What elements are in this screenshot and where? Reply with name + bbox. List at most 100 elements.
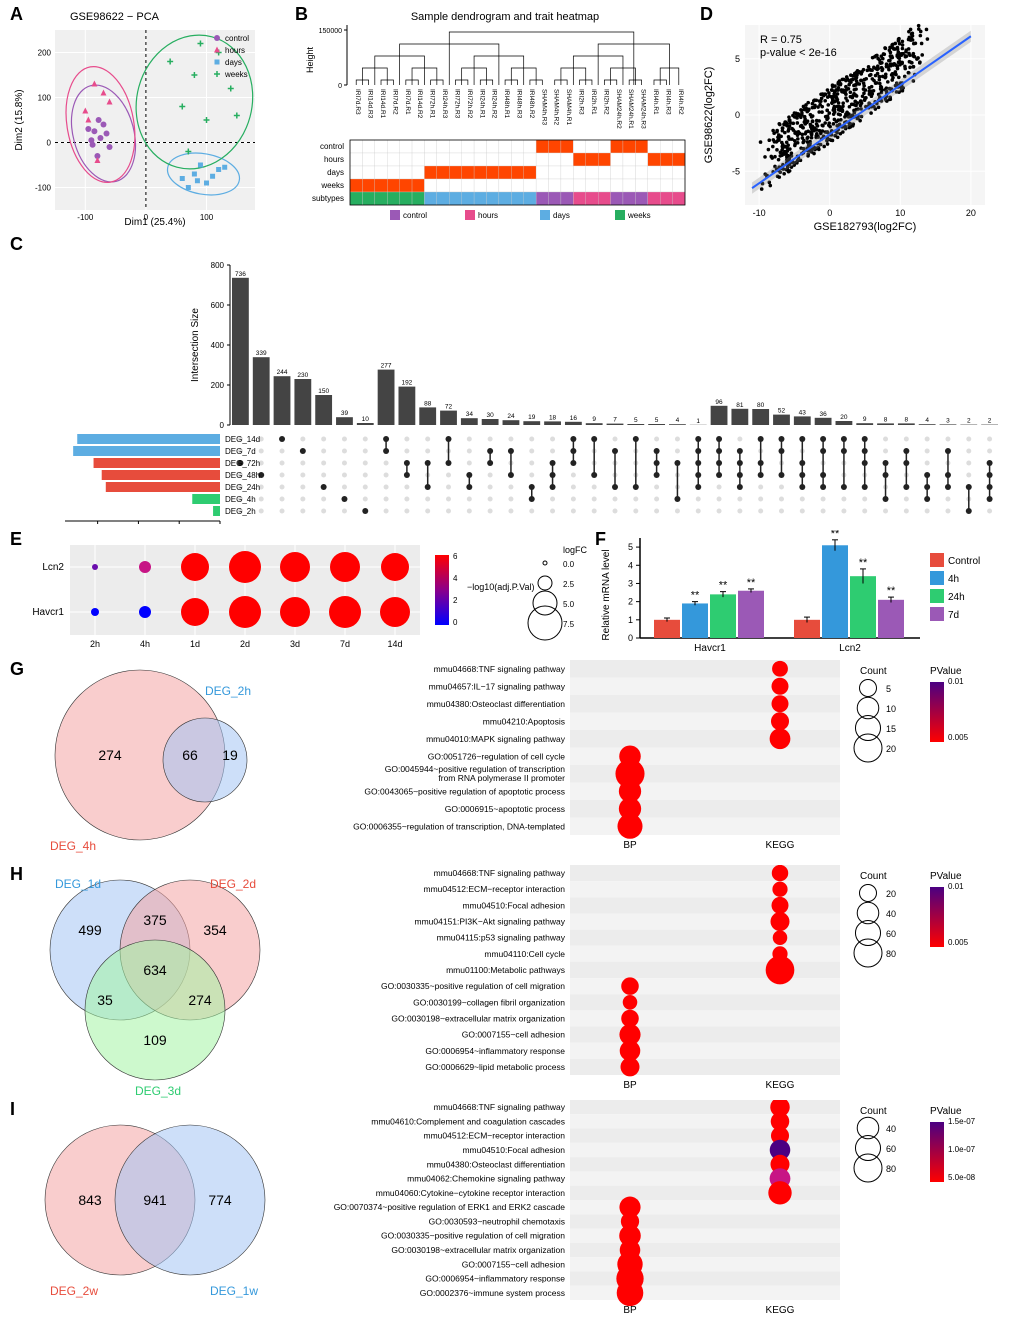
svg-text:7: 7: [613, 417, 617, 424]
svg-text:5: 5: [886, 684, 891, 694]
svg-text:81: 81: [736, 402, 744, 409]
svg-text:60: 60: [886, 1144, 896, 1154]
svg-text:BP: BP: [623, 1305, 637, 1316]
svg-text:4: 4: [628, 560, 633, 570]
svg-text:230: 230: [297, 372, 308, 379]
svg-text:80: 80: [886, 949, 896, 959]
height-label: Height: [305, 46, 315, 73]
svg-text:−log10(adj.P.Val): −log10(adj.P.Val): [467, 582, 534, 592]
svg-text:GO:0051726~regulation of cell: GO:0051726~regulation of cell cycle: [428, 751, 566, 761]
gene-dotplot: E 2h4h1d2d3d7d14dLcn2Havcr10246−log10(ad…: [10, 530, 590, 650]
panel-a-label: A: [10, 5, 23, 24]
svg-text:control: control: [225, 34, 249, 43]
svg-text:354: 354: [203, 922, 227, 938]
svg-text:IRI24h.R2: IRI24h.R2: [491, 89, 498, 119]
svg-text:IRI14d.R1: IRI14d.R1: [379, 89, 386, 119]
svg-text:80: 80: [757, 402, 765, 409]
svg-text:Havcr1: Havcr1: [694, 643, 726, 654]
svg-text:274: 274: [98, 747, 122, 763]
svg-text:10: 10: [895, 208, 905, 218]
svg-text:GO:0045944~positive regulation: GO:0045944~positive regulation of transc…: [385, 764, 566, 783]
svg-text:1: 1: [628, 615, 633, 625]
svg-text:**: **: [719, 580, 728, 592]
svg-text:5.0: 5.0: [563, 600, 575, 609]
svg-text:339: 339: [256, 350, 267, 357]
svg-text:Intersection Size: Intersection Size: [190, 308, 201, 382]
svg-text:GO:0007155~cell adhesion: GO:0007155~cell adhesion: [462, 1030, 566, 1040]
svg-text:9: 9: [863, 416, 867, 423]
svg-text:88: 88: [424, 400, 432, 407]
svg-text:60: 60: [886, 929, 896, 939]
svg-text:GO:0070374~positive regulation: GO:0070374~positive regulation of ERK1 a…: [334, 1202, 566, 1212]
svg-text:2: 2: [988, 418, 992, 425]
svg-text:8: 8: [884, 416, 888, 423]
svg-text:mmu04510:Focal adhesion: mmu04510:Focal adhesion: [462, 1145, 565, 1155]
svg-text:6: 6: [453, 552, 458, 561]
pca-ylabel: Dim2 (15.8%): [14, 89, 25, 150]
svg-text:GO:0006629~lipid metabolic pro: GO:0006629~lipid metabolic process: [425, 1062, 565, 1072]
panel-b-label: B: [295, 5, 308, 24]
svg-text:**: **: [747, 577, 756, 589]
dendro-title: Sample dendrogram and trait heatmap: [411, 11, 599, 23]
svg-text:GO:0006355~regulation of trans: GO:0006355~regulation of transcription, …: [353, 821, 565, 831]
svg-text:IRI2h.R1: IRI2h.R1: [590, 89, 597, 115]
svg-text:375: 375: [143, 912, 167, 928]
svg-text:**: **: [691, 590, 700, 602]
svg-text:10: 10: [886, 704, 896, 714]
panel-g-label: G: [10, 660, 24, 679]
panel-c-label: C: [10, 235, 23, 254]
svg-text:43: 43: [799, 409, 807, 416]
svg-text:36: 36: [819, 411, 827, 418]
svg-text:634: 634: [143, 962, 167, 978]
svg-text:34: 34: [466, 411, 474, 418]
svg-text:40: 40: [886, 909, 896, 919]
svg-text:0.01: 0.01: [948, 677, 964, 686]
svg-text:244: 244: [277, 369, 288, 376]
svg-text:mmu04657:IL−17 signaling pathw: mmu04657:IL−17 signaling pathway: [429, 681, 566, 691]
svg-text:IRI7d.R2: IRI7d.R2: [391, 89, 398, 115]
svg-text:192: 192: [401, 380, 412, 387]
svg-text:IRI4h.R1: IRI4h.R1: [652, 89, 659, 115]
svg-text:400: 400: [211, 341, 225, 350]
svg-text:DEG_24h: DEG_24h: [225, 483, 260, 492]
svg-text:4: 4: [676, 417, 680, 424]
svg-text:weeks: weeks: [320, 181, 344, 190]
svg-text:mmu04668:TNF signaling pathway: mmu04668:TNF signaling pathway: [434, 1102, 566, 1112]
svg-text:DEG_4h: DEG_4h: [50, 839, 96, 853]
scatter-xlabel: GSE182793(log2FC): [814, 221, 917, 233]
svg-text:774: 774: [208, 1192, 232, 1208]
svg-text:1: 1: [696, 418, 700, 425]
panel-a: A GSE98622 − PCA -1000100-1000100200cont…: [10, 5, 290, 230]
svg-text:KEGG: KEGG: [766, 1080, 795, 1091]
svg-text:mmu04668:TNF signaling pathway: mmu04668:TNF signaling pathway: [434, 868, 566, 878]
svg-text:DEG_2d: DEG_2d: [210, 877, 256, 891]
svg-text:3: 3: [946, 417, 950, 424]
svg-text:mmu01100:Metabolic pathways: mmu01100:Metabolic pathways: [446, 965, 565, 975]
svg-text:52: 52: [778, 408, 786, 415]
mrna-ylabel: Relative mRNA level: [601, 549, 612, 640]
svg-text:0: 0: [453, 618, 458, 627]
svg-text:0.005: 0.005: [948, 938, 969, 947]
mrna-barchart: F 012345Havcr1******Lcn2******Control4h2…: [595, 530, 1015, 655]
svg-text:days: days: [327, 168, 344, 177]
panel-f-label: F: [595, 530, 606, 549]
svg-text:109: 109: [143, 1032, 167, 1048]
panel-d-label: D: [700, 5, 713, 24]
svg-text:2.5: 2.5: [563, 580, 575, 589]
svg-text:1.5e-07: 1.5e-07: [948, 1117, 976, 1126]
svg-text:800: 800: [211, 261, 225, 270]
svg-text:18: 18: [549, 414, 557, 421]
svg-text:100: 100: [38, 94, 52, 103]
svg-text:5.0e-08: 5.0e-08: [948, 1173, 976, 1182]
svg-text:days: days: [553, 211, 570, 220]
svg-text:Count: Count: [860, 871, 887, 882]
svg-text:3d: 3d: [290, 639, 300, 649]
figure-root: A GSE98622 − PCA -1000100-1000100200cont…: [0, 0, 1020, 1324]
svg-text:600: 600: [211, 301, 225, 310]
svg-text:24h: 24h: [948, 592, 965, 603]
svg-text:mmu04110:Cell cycle: mmu04110:Cell cycle: [484, 949, 565, 959]
svg-text:control: control: [320, 142, 344, 151]
svg-text:IRI14d.R3: IRI14d.R3: [367, 89, 374, 119]
svg-text:GO:0007155~cell adhesion: GO:0007155~cell adhesion: [462, 1259, 566, 1269]
svg-text:mmu04062:Chemokine signaling p: mmu04062:Chemokine signaling pathway: [407, 1174, 566, 1184]
